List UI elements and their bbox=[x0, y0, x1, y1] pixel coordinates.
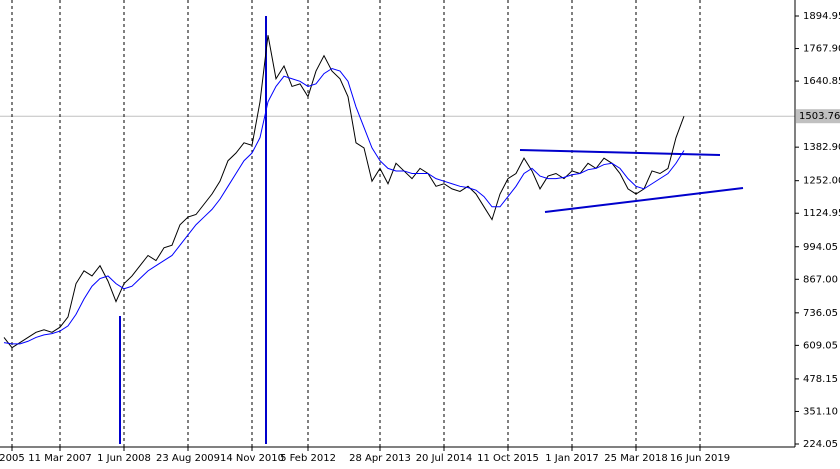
current-price-label: 1503.76 bbox=[799, 111, 840, 122]
drawn-objects bbox=[119, 16, 744, 444]
x-tick-label: 28 Apr 2013 bbox=[349, 453, 411, 464]
x-tick-label: 16 Jun 2019 bbox=[670, 453, 730, 464]
trend-line bbox=[519, 149, 721, 156]
price-line bbox=[3, 67, 685, 345]
x-tick-label: 20 Jul 2014 bbox=[416, 453, 473, 464]
y-tick-label: 1767.90 bbox=[803, 44, 840, 55]
x-tick-label: 25 Mar 2018 bbox=[604, 453, 667, 464]
trend-line bbox=[544, 187, 744, 213]
x-tick-label: 11 Mar 2007 bbox=[28, 453, 91, 464]
x-tick-label: 5 Feb 2012 bbox=[280, 453, 336, 464]
y-tick-label: 351.10 bbox=[803, 406, 838, 417]
y-tick-label: 1894.95 bbox=[803, 11, 840, 22]
y-tick-label: 478.15 bbox=[803, 374, 838, 385]
y-tick-label: 867.00 bbox=[803, 274, 838, 285]
grid bbox=[0, 0, 795, 447]
y-tick-label: 1640.85 bbox=[803, 76, 840, 87]
y-tick-label: 994.05 bbox=[803, 242, 838, 253]
x-tick-label: 11 Oct 2015 bbox=[477, 453, 539, 464]
y-tick-label: 1382.90 bbox=[803, 142, 840, 153]
y-tick-label: 1124.95 bbox=[803, 208, 840, 219]
x-tick-label: 1 Jun 2008 bbox=[97, 453, 151, 464]
y-tick-label: 609.05 bbox=[803, 340, 838, 351]
x-tick-label: 1 Jan 2017 bbox=[545, 453, 599, 464]
y-tick-label: 224.05 bbox=[803, 439, 838, 450]
x-tick-label: 2005 bbox=[0, 453, 25, 464]
x-tick-label: 23 Aug 2009 bbox=[156, 453, 220, 464]
price-line bbox=[3, 35, 685, 349]
y-tick-label: 1252.00 bbox=[803, 176, 840, 187]
current-price-box bbox=[796, 109, 840, 124]
y-tick-label: 736.05 bbox=[803, 308, 838, 319]
x-tick-label: 14 Nov 2010 bbox=[220, 453, 284, 464]
